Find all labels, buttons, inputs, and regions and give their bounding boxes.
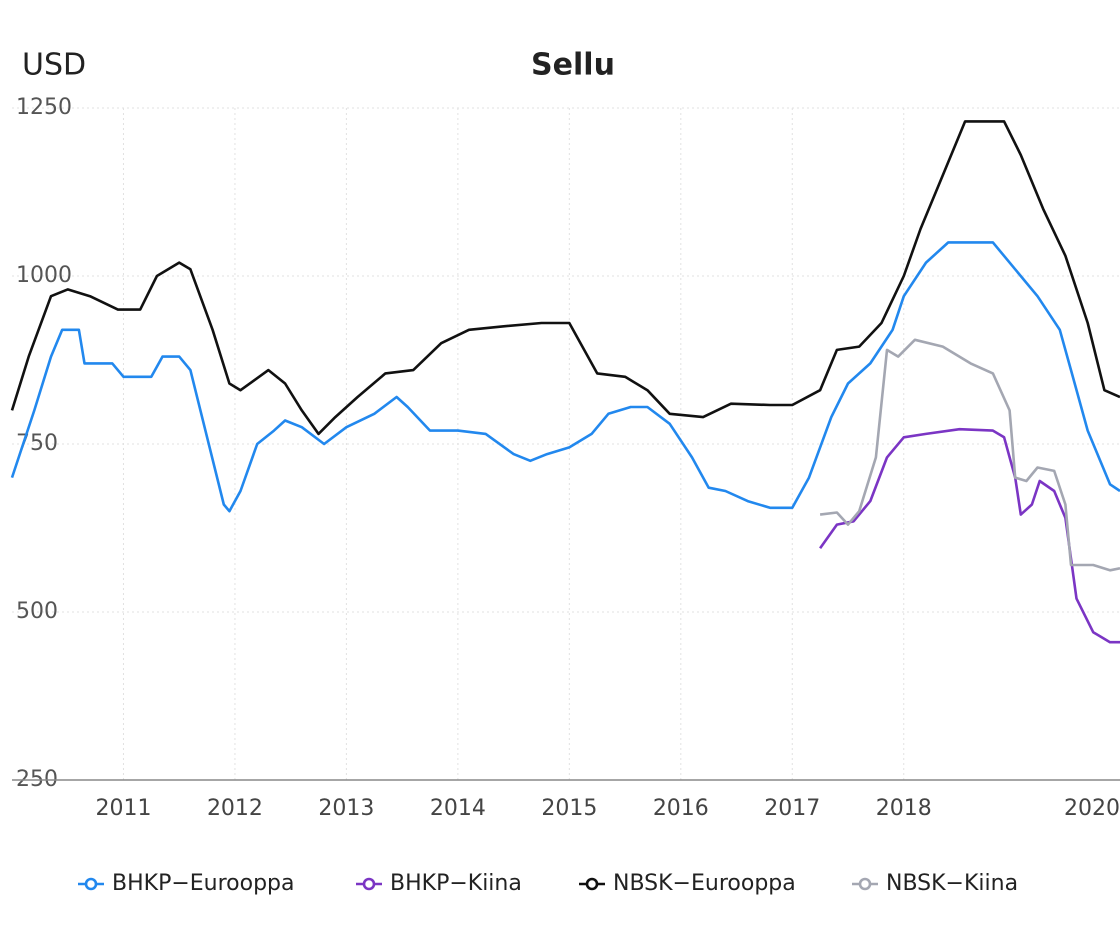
x-tick-label: 2013: [318, 796, 374, 821]
legend-marker: [362, 877, 376, 891]
x-tick-label: 2014: [430, 796, 486, 821]
y-tick-label: 1000: [16, 263, 72, 288]
y-tick-label: 500: [16, 599, 58, 624]
y-axis-label: USD: [22, 48, 86, 83]
legend-marker: [84, 877, 98, 891]
legend-label: BHKP−Eurooppa: [112, 871, 295, 896]
series-line: [819, 427, 1120, 644]
x-tick-label: 2012: [207, 796, 263, 821]
legend-label: NBSK−Eurooppa: [613, 871, 796, 896]
x-tick-label: 2020: [1064, 796, 1120, 821]
series-line: [819, 338, 1120, 572]
legend-marker: [858, 877, 872, 891]
series-line: [10, 241, 1120, 513]
series-line: [10, 120, 1120, 436]
chart-title: Sellu: [531, 48, 615, 83]
legend-marker: [585, 877, 599, 891]
legend-label: BHKP−Kiina: [390, 871, 522, 896]
legend-label: NBSK−Kiina: [886, 871, 1018, 896]
x-tick-label: 2011: [95, 796, 151, 821]
x-tick-label: 2015: [541, 796, 597, 821]
y-tick-label: 1250: [16, 95, 72, 120]
x-tick-label: 2018: [876, 796, 932, 821]
x-tick-label: 2017: [764, 796, 820, 821]
x-tick-label: 2016: [653, 796, 709, 821]
